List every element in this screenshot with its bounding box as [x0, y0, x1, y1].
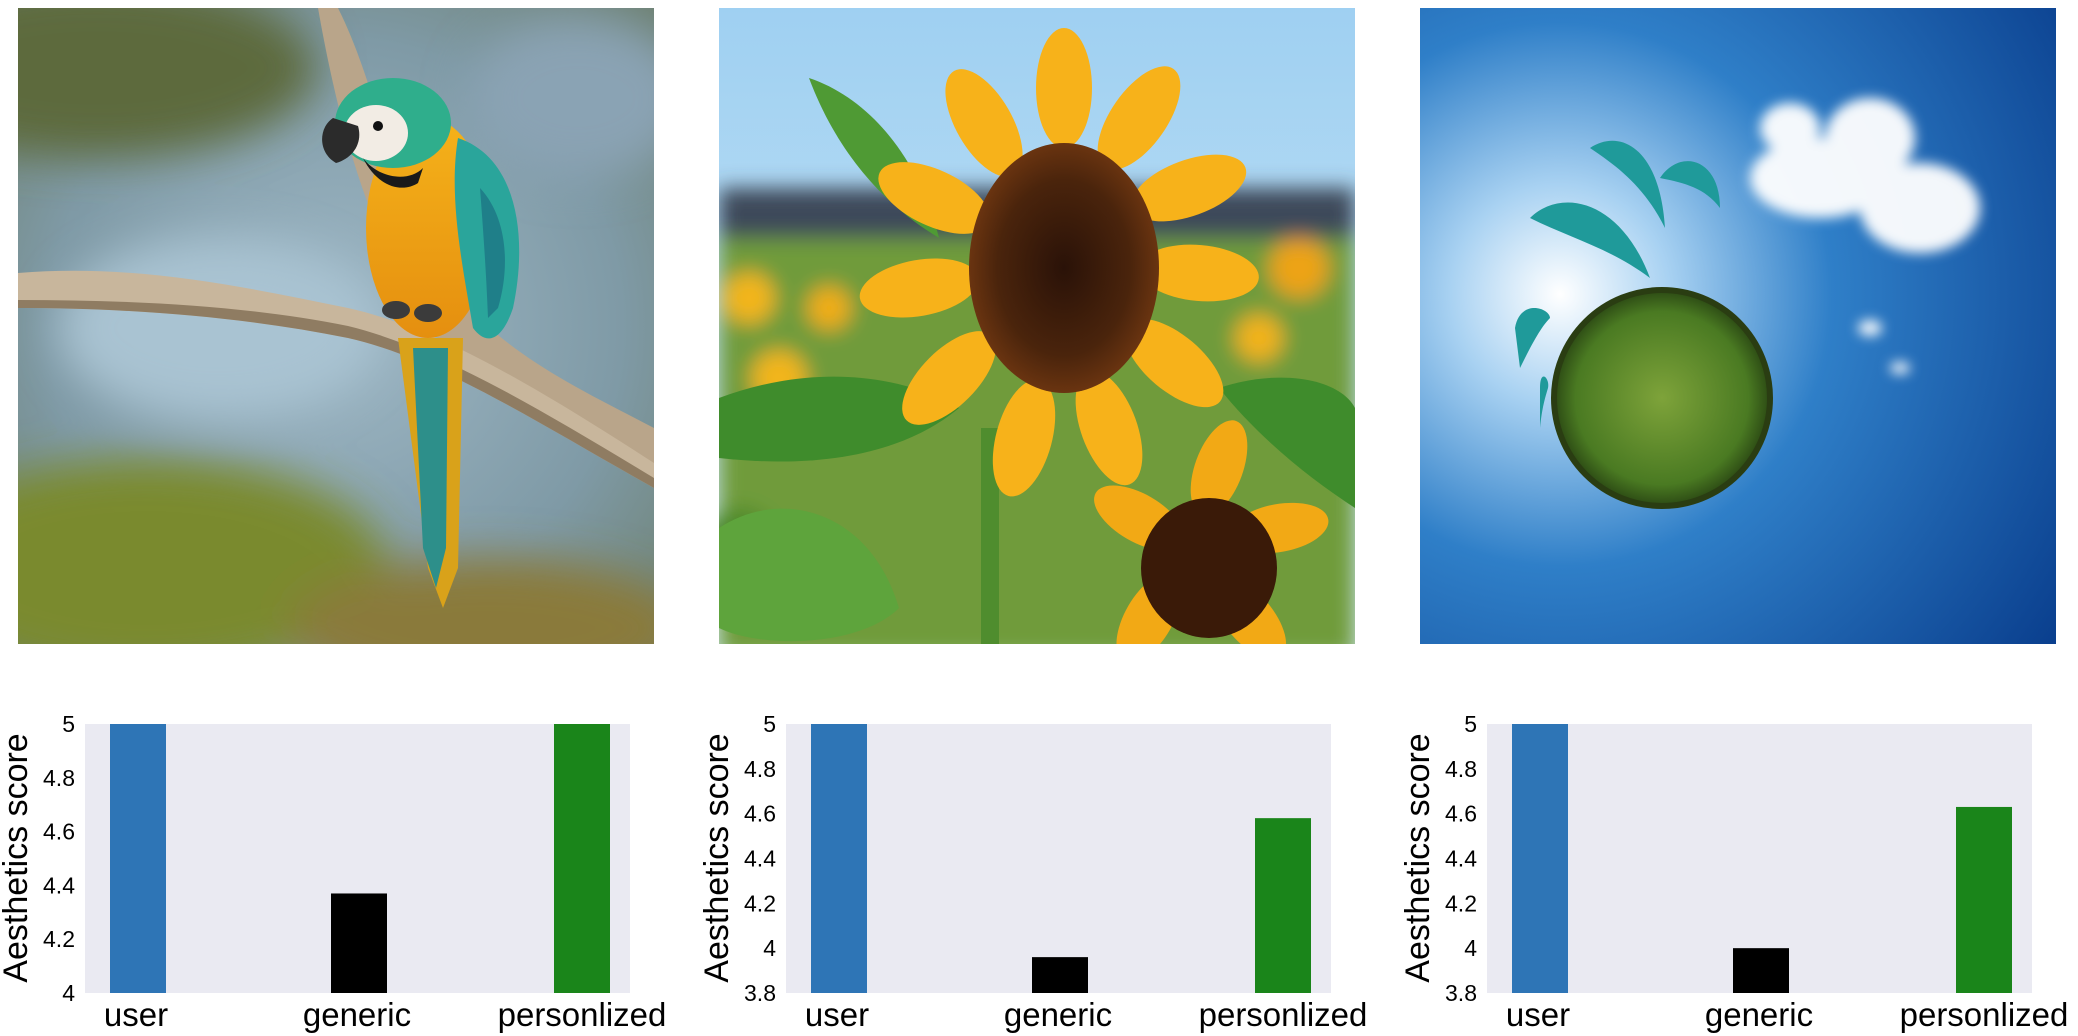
- y-tick-label: 5: [763, 711, 776, 737]
- little-planet-photo: [1420, 8, 2056, 644]
- y-tick-label: 4.2: [744, 890, 776, 916]
- x-category-label: user: [104, 996, 168, 1033]
- y-axis-label: Aesthetics score: [0, 733, 35, 982]
- y-tick-label: 4.8: [744, 756, 776, 782]
- bar-user: [110, 724, 166, 993]
- y-tick-label: 4.4: [43, 872, 75, 898]
- sunflower-photo: [719, 8, 1355, 644]
- y-tick-label: 4.4: [744, 846, 776, 872]
- x-category-label: personlized: [498, 996, 667, 1033]
- bar-generic: [331, 893, 387, 993]
- x-category-label: user: [1506, 996, 1570, 1033]
- x-category-label: user: [805, 996, 869, 1033]
- bar-chart: 3.8 4 4.2 4.4 4.6 4.8 5 user generic personlized…: [698, 711, 1368, 1033]
- bar-personlized: [1255, 818, 1311, 993]
- y-tick-label: 4.6: [744, 801, 776, 827]
- x-category-label: generic: [1004, 996, 1112, 1033]
- y-tick-label: 5: [1464, 711, 1477, 737]
- chart-2: 3.8 4 4.2 4.4 4.6 4.8 5 user generic personlized…: [698, 700, 1391, 1036]
- y-tick-label: 5: [62, 711, 75, 737]
- chart-1: 4 4.2 4.4 4.6 4.8 5 user generic personlized Ae…: [0, 700, 690, 1036]
- y-tick-label: 4.6: [1445, 801, 1477, 827]
- bar-user: [811, 724, 867, 993]
- plot-area: [786, 724, 1331, 993]
- y-tick-label: 3.8: [1445, 980, 1477, 1006]
- y-tick-label: 4.2: [43, 926, 75, 952]
- y-tick-label: 4.8: [1445, 756, 1477, 782]
- bar-user: [1512, 724, 1568, 993]
- y-tick-label: 4: [62, 980, 75, 1006]
- y-axis-label: Aesthetics score: [698, 733, 736, 982]
- bar-generic: [1032, 957, 1088, 993]
- bar-chart: 4 4.2 4.4 4.6 4.8 5 user generic personlized Ae…: [0, 711, 667, 1033]
- bar-personlized: [1956, 806, 2012, 993]
- y-tick-label: 4.8: [43, 765, 75, 791]
- y-tick-label: 4.4: [1445, 846, 1477, 872]
- bar-generic: [1733, 948, 1789, 993]
- x-category-label: generic: [303, 996, 411, 1033]
- y-tick-label: 4.6: [43, 819, 75, 845]
- x-category-label: generic: [1705, 996, 1813, 1033]
- y-axis-label: Aesthetics score: [1399, 733, 1437, 982]
- x-category-label: personlized: [1900, 996, 2069, 1033]
- y-tick-label: 3.8: [744, 980, 776, 1006]
- x-category-label: personlized: [1199, 996, 1368, 1033]
- bar-chart: 3.8 4 4.2 4.4 4.6 4.8 5 user generic personlized…: [1399, 711, 2069, 1033]
- y-tick-label: 4.2: [1445, 890, 1477, 916]
- chart-3: 3.8 4 4.2 4.4 4.6 4.8 5 user generic personlized…: [1399, 700, 2078, 1036]
- y-tick-label: 4: [1464, 935, 1477, 961]
- bar-personlized: [554, 724, 610, 993]
- parrot-photo: [18, 8, 654, 644]
- y-tick-label: 4: [763, 935, 776, 961]
